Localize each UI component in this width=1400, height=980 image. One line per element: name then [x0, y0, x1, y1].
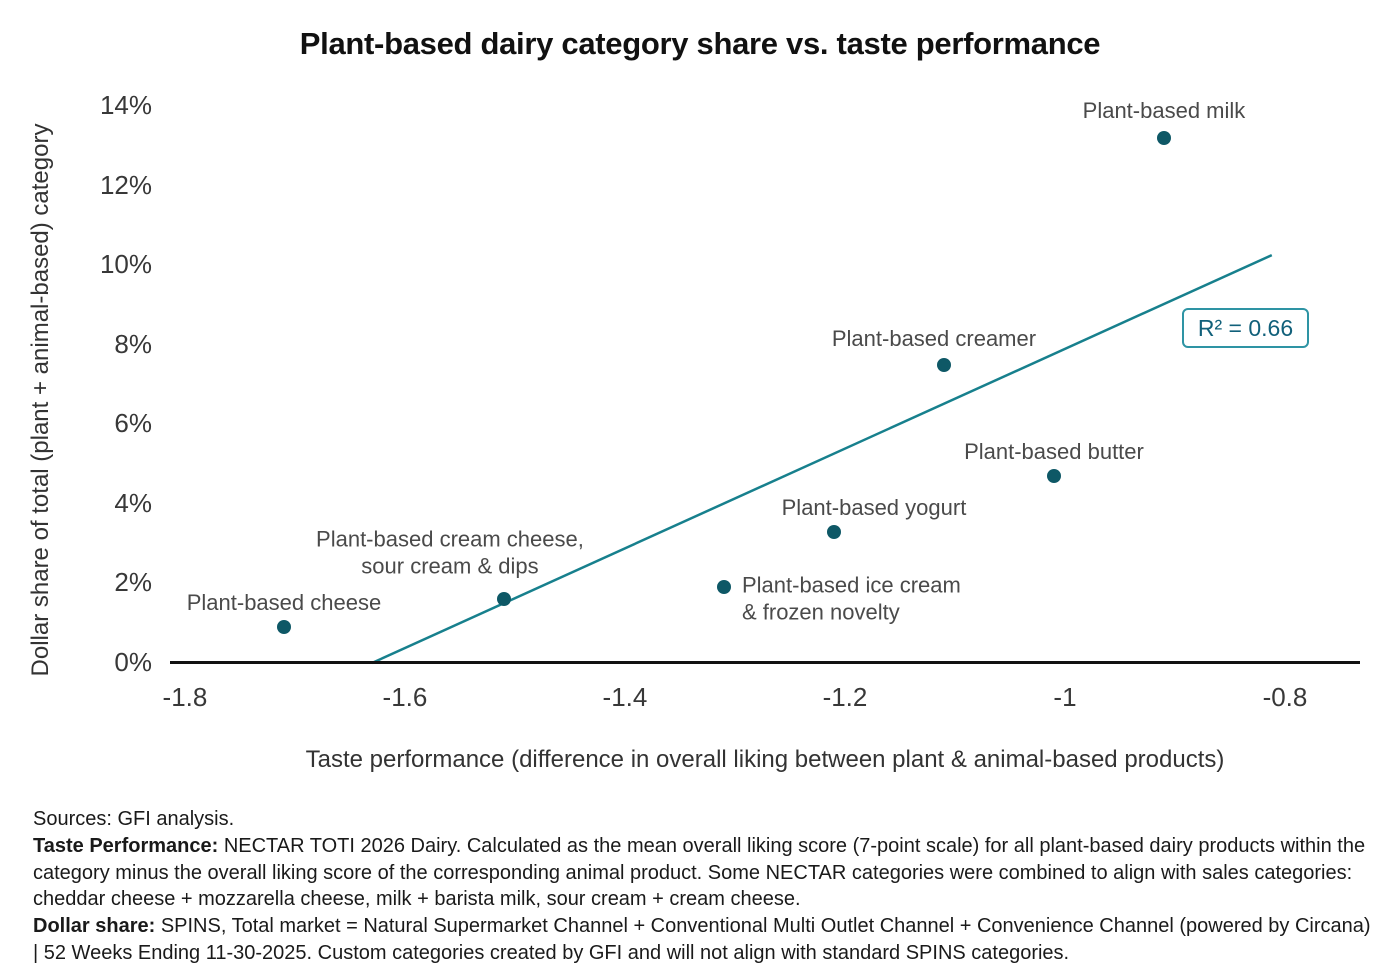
data-point-label: Plant-based yogurt [782, 494, 967, 520]
footer-taste-performance-text: NECTAR TOTI 2026 Dairy. Calculated as th… [33, 834, 1366, 911]
data-point-label-line: Plant-based cream cheese, [316, 526, 584, 552]
footer-sources: Sources: GFI analysis. [33, 808, 235, 830]
y-tick-label: 12% [99, 169, 152, 200]
y-tick-label: 8% [114, 328, 152, 359]
data-point-label: Plant-based ice cream & frozen novelty [742, 573, 961, 626]
footer-dollar-share-label: Dollar share: [33, 915, 156, 938]
y-tick-label: 10% [99, 249, 152, 280]
r-squared-box: R² = 0.66 [1182, 308, 1309, 348]
data-point [496, 592, 511, 607]
data-point [936, 357, 951, 372]
x-tick-label: -1.4 [602, 682, 648, 712]
data-point [1156, 130, 1171, 145]
y-tick-label: 14% [99, 89, 152, 120]
data-point-label: Plant-based cheese [187, 590, 381, 616]
data-point-label-line: sour cream & dips [361, 553, 539, 579]
data-point-label: Plant-based milk [1083, 98, 1246, 124]
y-tick-label: 2% [114, 567, 152, 598]
data-point-label-line: Plant-based yogurt [781, 494, 967, 520]
x-tick-label: -1.6 [382, 682, 428, 712]
data-point [826, 524, 841, 539]
y-tick-label: 0% [114, 647, 152, 677]
data-point-label-line: Plant-based creamer [831, 325, 1037, 351]
data-point [276, 620, 291, 635]
data-point [716, 580, 731, 595]
r-squared-label: R² = 0.66 [1197, 314, 1294, 341]
data-point [1046, 468, 1061, 483]
data-point-label-line: Plant-based butter [964, 438, 1144, 464]
y-tick-label: 6% [114, 408, 152, 439]
footer-dollar-share: Dollar share: SPINS, Total market = Natu… [33, 913, 1377, 967]
x-tick-label: -1.8 [162, 682, 208, 712]
footer-dollar-share-text: SPINS, Total market = Natural Supermarke… [33, 915, 1371, 964]
footer-taste-performance: Taste Performance: NECTAR TOTI 2026 Dair… [33, 833, 1377, 913]
chart-title: Plant-based dairy category share vs. tas… [299, 26, 1101, 61]
x-tick-label: -1 [1053, 682, 1077, 712]
x-tick-label: -1.2 [822, 682, 868, 712]
data-point-label-line: Plant-based ice cream [741, 573, 961, 598]
data-point-label: Plant-based butter [964, 439, 1144, 465]
x-tick-label: -0.8 [1262, 682, 1308, 712]
footer-notes: Sources: GFI analysis. Taste Performance… [33, 806, 1377, 967]
data-point-label: Plant-based creamer [832, 325, 1036, 351]
data-point-label-line: Plant-based cheese [186, 589, 382, 615]
y-tick-label: 4% [114, 487, 152, 518]
data-point-label-line: Plant-based milk [1082, 97, 1246, 123]
x-axis-line [170, 661, 1360, 664]
data-point-label: Plant-based cream cheese, sour cream & di… [316, 527, 584, 580]
data-point-label-line: & frozen novelty [741, 599, 900, 625]
footer-taste-performance-label: Taste Performance: [33, 834, 219, 857]
x-axis-title: Taste performance (difference in overall… [305, 746, 1225, 773]
